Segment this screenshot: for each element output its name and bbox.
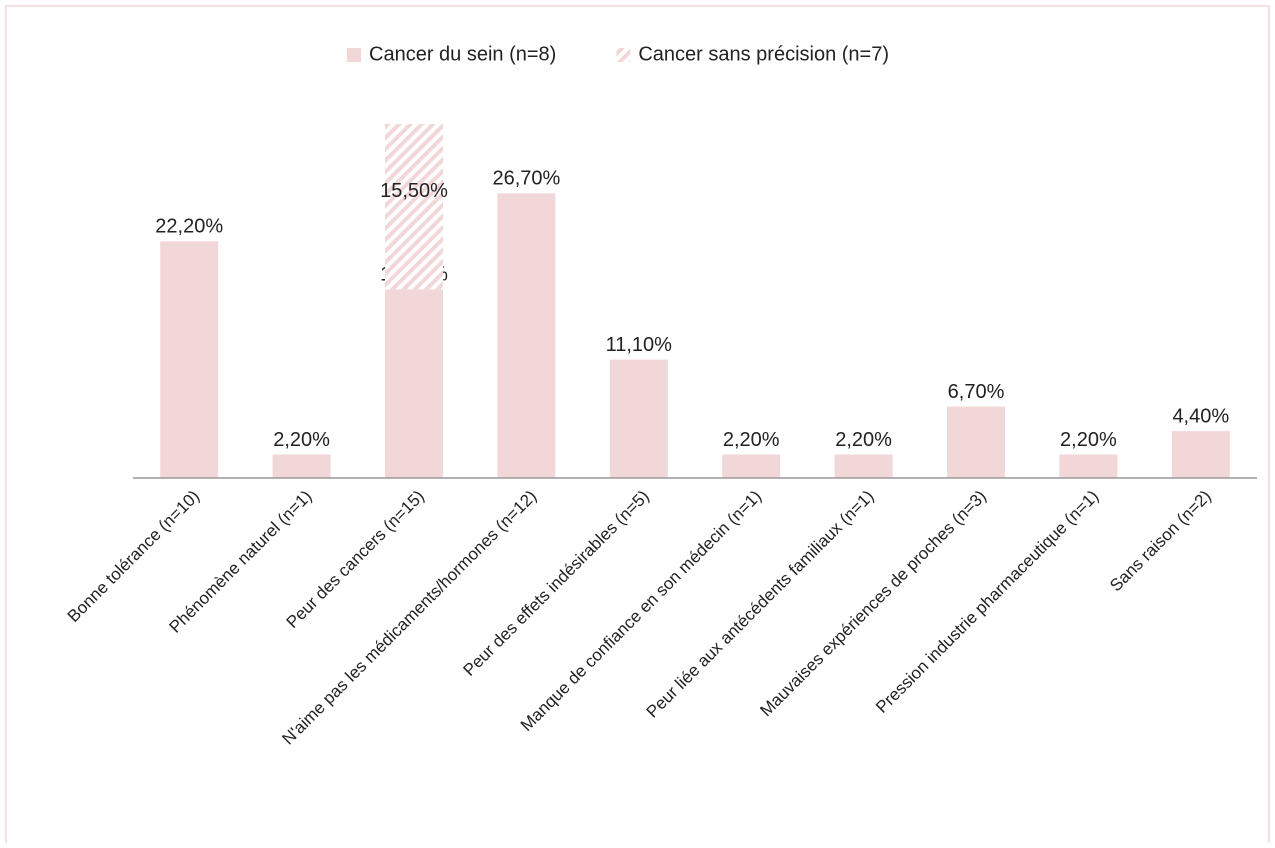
value-label: 11,10% xyxy=(606,334,673,356)
bar xyxy=(160,241,219,478)
bar xyxy=(497,193,556,478)
value-label: 4,40% xyxy=(1172,405,1229,427)
bar xyxy=(385,289,443,478)
legend-swatch xyxy=(616,48,631,62)
bar xyxy=(385,124,443,290)
bar xyxy=(609,359,668,478)
value-label: 2,20% xyxy=(273,429,330,451)
bar xyxy=(947,406,1005,478)
legend-swatch xyxy=(347,48,361,62)
value-label: 2,20% xyxy=(835,429,892,451)
value-label: 2,20% xyxy=(723,429,780,451)
legend-label: Cancer sans précision (n=7) xyxy=(638,43,889,65)
value-label: 22,20% xyxy=(155,216,223,238)
value-label: 26,70% xyxy=(492,168,560,190)
bar xyxy=(272,454,331,478)
value-label: 15,50% xyxy=(380,180,448,202)
value-label: 6,70% xyxy=(948,381,1005,403)
bar xyxy=(1171,431,1230,478)
value-label: 2,20% xyxy=(1060,429,1117,451)
bar xyxy=(722,454,781,478)
legend-label: Cancer du sein (n=8) xyxy=(369,43,556,65)
bar xyxy=(834,454,893,478)
bar xyxy=(1059,454,1118,478)
